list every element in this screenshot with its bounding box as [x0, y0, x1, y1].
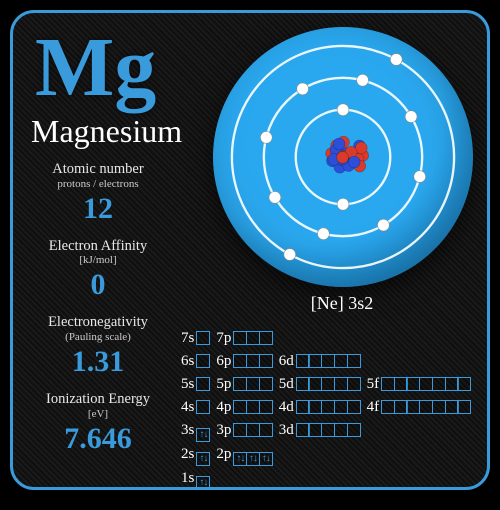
orbital-1s: 1s↑↓ — [181, 467, 210, 490]
prop-sublabel: (Pauling scale) — [13, 331, 183, 343]
orbital-3s: 3s↑↓ — [181, 419, 210, 442]
orbital-4s: 4s — [181, 396, 210, 418]
prop-sublabel: [kJ/mol] — [13, 254, 183, 266]
orbital-6d: 6d — [279, 350, 361, 372]
element-symbol: Mg — [35, 19, 156, 116]
orbital-2s: 2s↑↓ — [181, 443, 210, 466]
prop-sublabel: [eV] — [13, 408, 183, 420]
prop-label: Electronegativity — [13, 314, 183, 331]
properties-list: Atomic numberprotons / electrons 12 Electr… — [13, 161, 183, 468]
orbital-5d: 5d — [279, 373, 361, 395]
prop-label: Atomic number — [13, 161, 183, 178]
atom-svg — [213, 27, 473, 287]
orbital-4d: 4d — [279, 396, 361, 418]
orbital-4p: 4p — [216, 396, 272, 418]
orbital-7s: 7s — [181, 327, 210, 349]
orbital-4f: 4f — [367, 396, 472, 418]
orbital-5s: 5s — [181, 373, 210, 395]
orbital-6s: 6s — [181, 350, 210, 372]
orbital-3p: 3p — [216, 419, 272, 441]
orbital-3d: 3d — [279, 419, 361, 441]
prop-sublabel: protons / electrons — [13, 178, 183, 190]
element-card: Mg Magnesium Atomic numberprotons / elec… — [10, 10, 490, 490]
element-name: Magnesium — [31, 113, 182, 150]
orbital-6p: 6p — [216, 350, 272, 372]
prop-value: 1.31 — [13, 345, 183, 379]
orbital-7p: 7p — [216, 327, 272, 349]
orbital-5f: 5f — [367, 373, 472, 395]
orbital-5p: 5p — [216, 373, 272, 395]
atom-diagram — [213, 27, 473, 287]
electron-configuration: [Ne] 3s2 — [197, 293, 487, 314]
prop-value: 12 — [13, 192, 183, 226]
prop-value: 0 — [13, 268, 183, 302]
prop-value: 7.646 — [13, 422, 183, 456]
prop-label: Ionization Energy — [13, 391, 183, 408]
prop-label: Electron Affinity — [13, 238, 183, 255]
orbital-diagram: 7s 7p 6s 6p 6d 5s 5p 5d 5f 4s 4p 4d 4f 3s↑↓ 3p 3d 2s↑↓ 2p… — [181, 327, 477, 490]
orbital-2p: 2p↑↓↑↓↑↓ — [216, 443, 272, 466]
